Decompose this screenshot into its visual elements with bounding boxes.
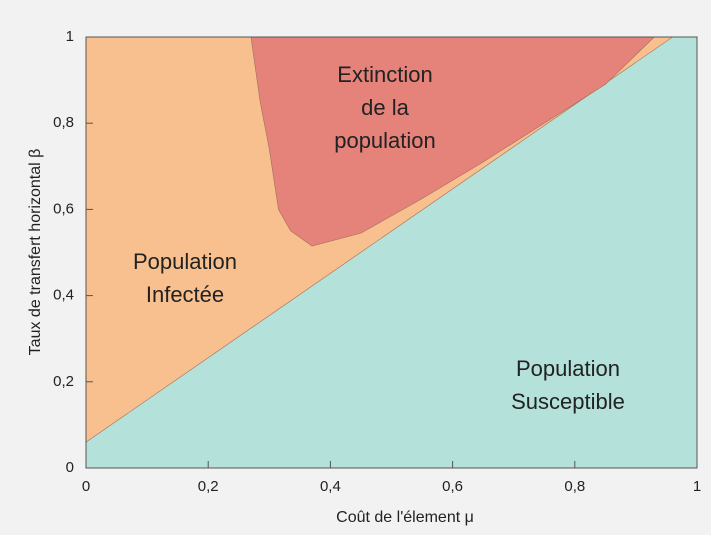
region-label: Susceptible [511, 389, 625, 414]
region-label: Population [516, 356, 620, 381]
y-axis-label: Taux de transfert horizontal β [27, 149, 44, 356]
y-tick-label: 0,4 [53, 287, 74, 304]
region-label: population [334, 128, 436, 153]
x-tick-label: 0,2 [198, 478, 219, 495]
x-tick-label: 0,8 [564, 478, 585, 495]
x-tick-label: 0 [82, 478, 90, 495]
region-label: Infectée [146, 282, 224, 307]
y-tick-label: 0 [66, 459, 74, 476]
region-label: Population [133, 249, 237, 274]
x-axis-label: Coût de l'élement μ [336, 509, 474, 526]
region-label: Extinction [337, 62, 432, 87]
y-tick-label: 0,6 [53, 200, 74, 217]
region-area [250, 36, 655, 247]
plot-border [85, 36, 698, 469]
y-tick-label: 1 [66, 28, 74, 45]
x-tick-label: 0,6 [442, 478, 463, 495]
x-tick-label: 1 [693, 478, 701, 495]
x-tick-label: 0,4 [320, 478, 341, 495]
y-tick-label: 0,8 [53, 114, 74, 131]
y-tick-label: 0,2 [53, 373, 74, 390]
region-label: de la [361, 95, 409, 120]
